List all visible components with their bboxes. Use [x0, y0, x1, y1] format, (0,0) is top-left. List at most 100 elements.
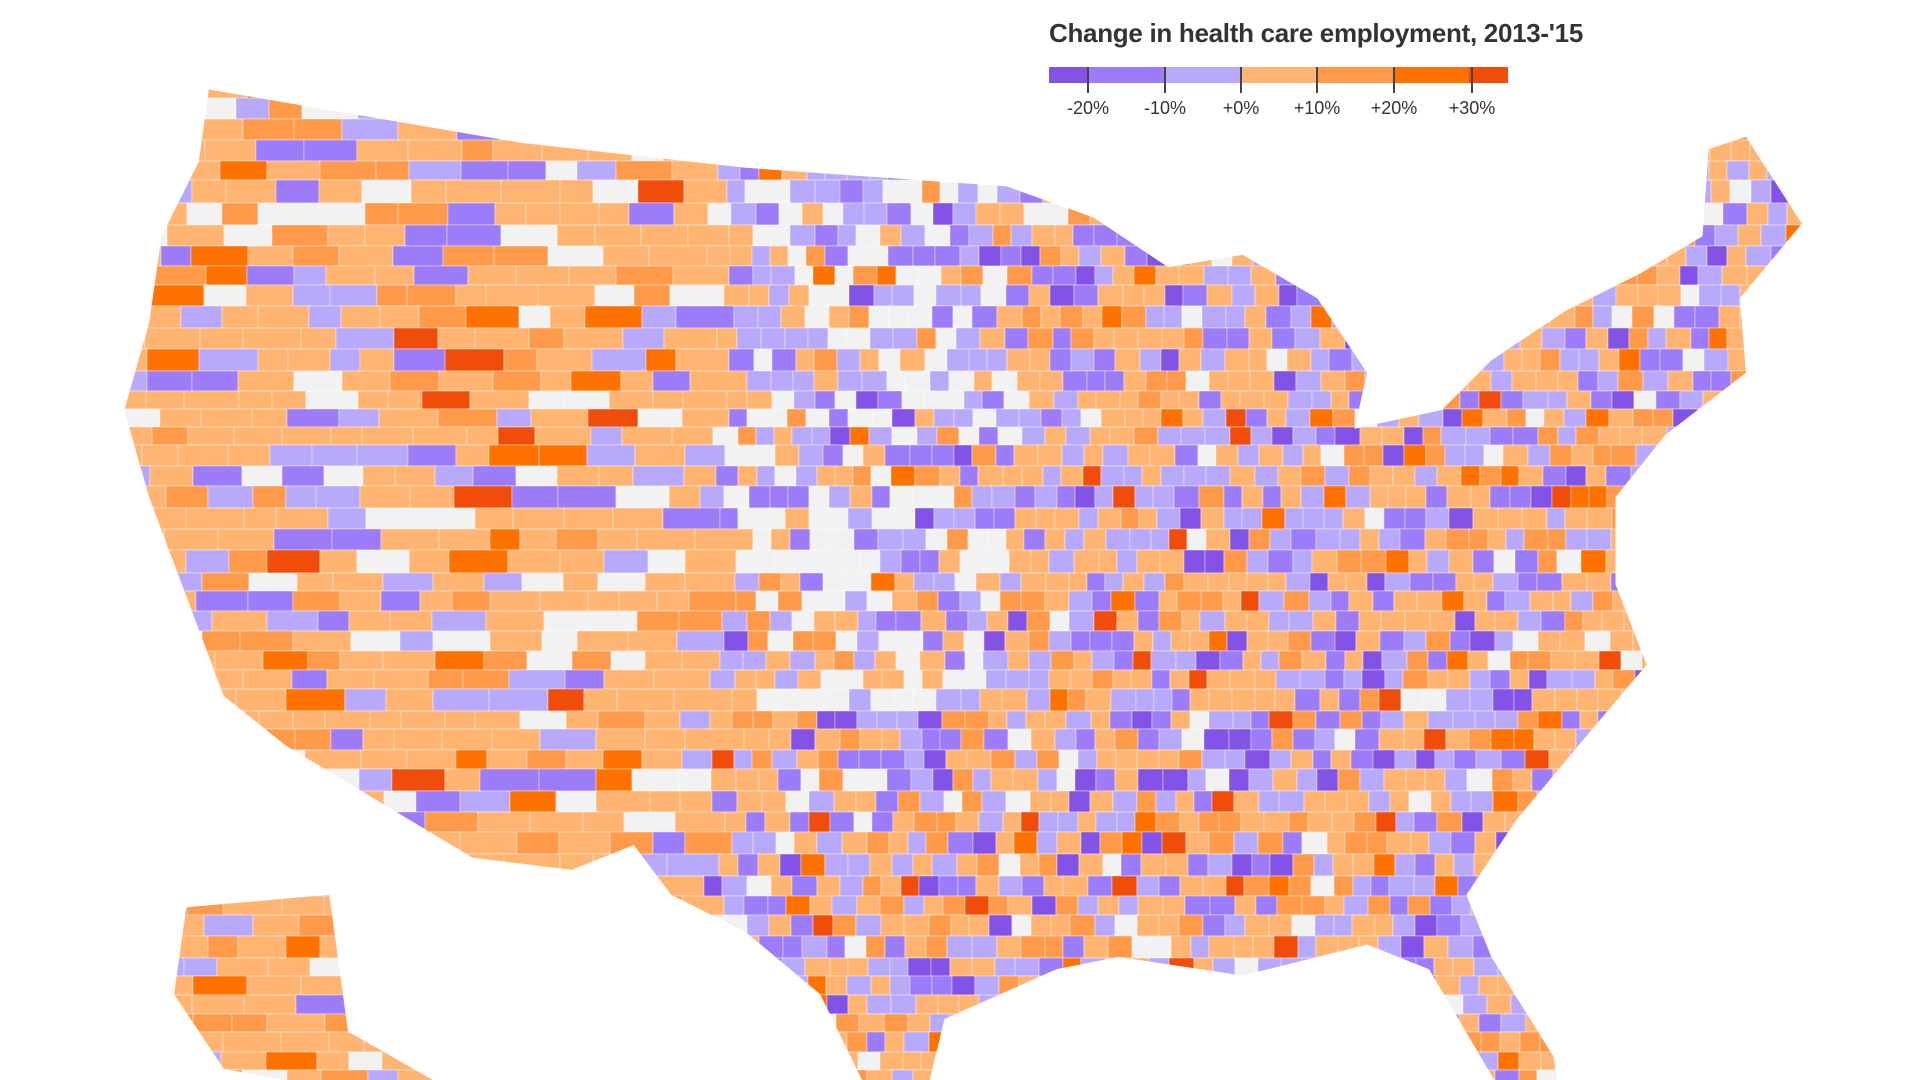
- county: [903, 914, 930, 937]
- county: [930, 957, 951, 977]
- county: [1694, 305, 1720, 329]
- county: [124, 444, 143, 467]
- county: [1096, 749, 1117, 770]
- county: [241, 1069, 288, 1080]
- county: [1004, 630, 1030, 652]
- county: [1137, 327, 1163, 350]
- county: [964, 895, 990, 916]
- county: [1750, 179, 1772, 204]
- county: [1136, 790, 1157, 813]
- county: [1708, 327, 1728, 350]
- county: [1282, 444, 1304, 467]
- county: [674, 811, 726, 833]
- county: [124, 994, 159, 1015]
- county: [550, 975, 584, 996]
- county: [1487, 650, 1511, 671]
- county: [662, 507, 721, 530]
- county: [1350, 1031, 1376, 1053]
- county: [237, 370, 295, 392]
- county: [1129, 1069, 1154, 1080]
- county: [971, 957, 996, 977]
- county: [1585, 327, 1609, 350]
- county: [817, 749, 839, 770]
- county: [1109, 1051, 1131, 1071]
- county: [691, 935, 724, 959]
- county: [1366, 572, 1386, 592]
- county: [1137, 768, 1164, 792]
- county: [709, 1031, 735, 1053]
- county: [361, 426, 414, 446]
- county: [956, 853, 978, 877]
- county: [1742, 408, 1764, 428]
- county: [1467, 650, 1489, 671]
- county: [1448, 245, 1474, 267]
- county: [1346, 1069, 1371, 1080]
- county: [790, 914, 814, 937]
- county: [1152, 630, 1172, 652]
- county: [839, 179, 864, 204]
- county: [1319, 139, 1344, 162]
- county: [1609, 1051, 1632, 1071]
- county: [1141, 224, 1166, 247]
- county: [1610, 572, 1636, 592]
- county: [324, 1013, 374, 1033]
- county: [1162, 895, 1186, 916]
- county: [1049, 284, 1075, 307]
- county: [1045, 572, 1070, 592]
- county: [847, 245, 868, 267]
- county: [1345, 572, 1368, 592]
- county: [407, 444, 457, 467]
- county: [759, 507, 786, 530]
- county: [362, 465, 396, 487]
- county: [293, 265, 327, 286]
- county: [1678, 728, 1700, 751]
- county: [327, 507, 367, 530]
- county: [555, 528, 599, 551]
- county: [1151, 179, 1173, 204]
- county: [220, 1051, 267, 1071]
- county: [326, 669, 375, 690]
- county: [124, 590, 141, 612]
- county: [814, 728, 841, 751]
- county: [1140, 853, 1167, 877]
- county: [1178, 914, 1204, 937]
- county: [1817, 791, 1838, 812]
- county: [1529, 590, 1554, 612]
- county: [923, 895, 944, 916]
- county: [453, 485, 513, 509]
- county: [1331, 975, 1352, 996]
- county: [1224, 975, 1245, 996]
- county: [423, 507, 476, 530]
- county: [939, 179, 959, 204]
- county: [1274, 688, 1296, 712]
- county: [1171, 202, 1195, 226]
- county: [1626, 957, 1646, 977]
- county: [323, 465, 364, 487]
- county: [1028, 390, 1055, 410]
- county: [591, 118, 649, 141]
- county: [962, 1051, 984, 1071]
- county: [1097, 284, 1124, 307]
- county: [1730, 139, 1751, 162]
- county: [1699, 1051, 1719, 1071]
- county: [1354, 728, 1380, 751]
- county: [1494, 97, 1514, 120]
- county: [1224, 348, 1250, 372]
- county: [1275, 265, 1298, 286]
- county: [1062, 370, 1088, 392]
- county: [1580, 549, 1607, 574]
- county: [1523, 811, 1545, 833]
- county: [247, 245, 294, 267]
- county: [1536, 265, 1556, 286]
- county: [558, 831, 611, 855]
- county: [1611, 390, 1635, 410]
- county: [1803, 729, 1822, 750]
- county: [1292, 549, 1313, 574]
- county: [1597, 710, 1622, 730]
- county: [990, 768, 1014, 792]
- county: [1547, 528, 1567, 551]
- county: [1512, 97, 1538, 120]
- county: [460, 160, 509, 181]
- county: [1768, 390, 1795, 410]
- county: [286, 408, 340, 428]
